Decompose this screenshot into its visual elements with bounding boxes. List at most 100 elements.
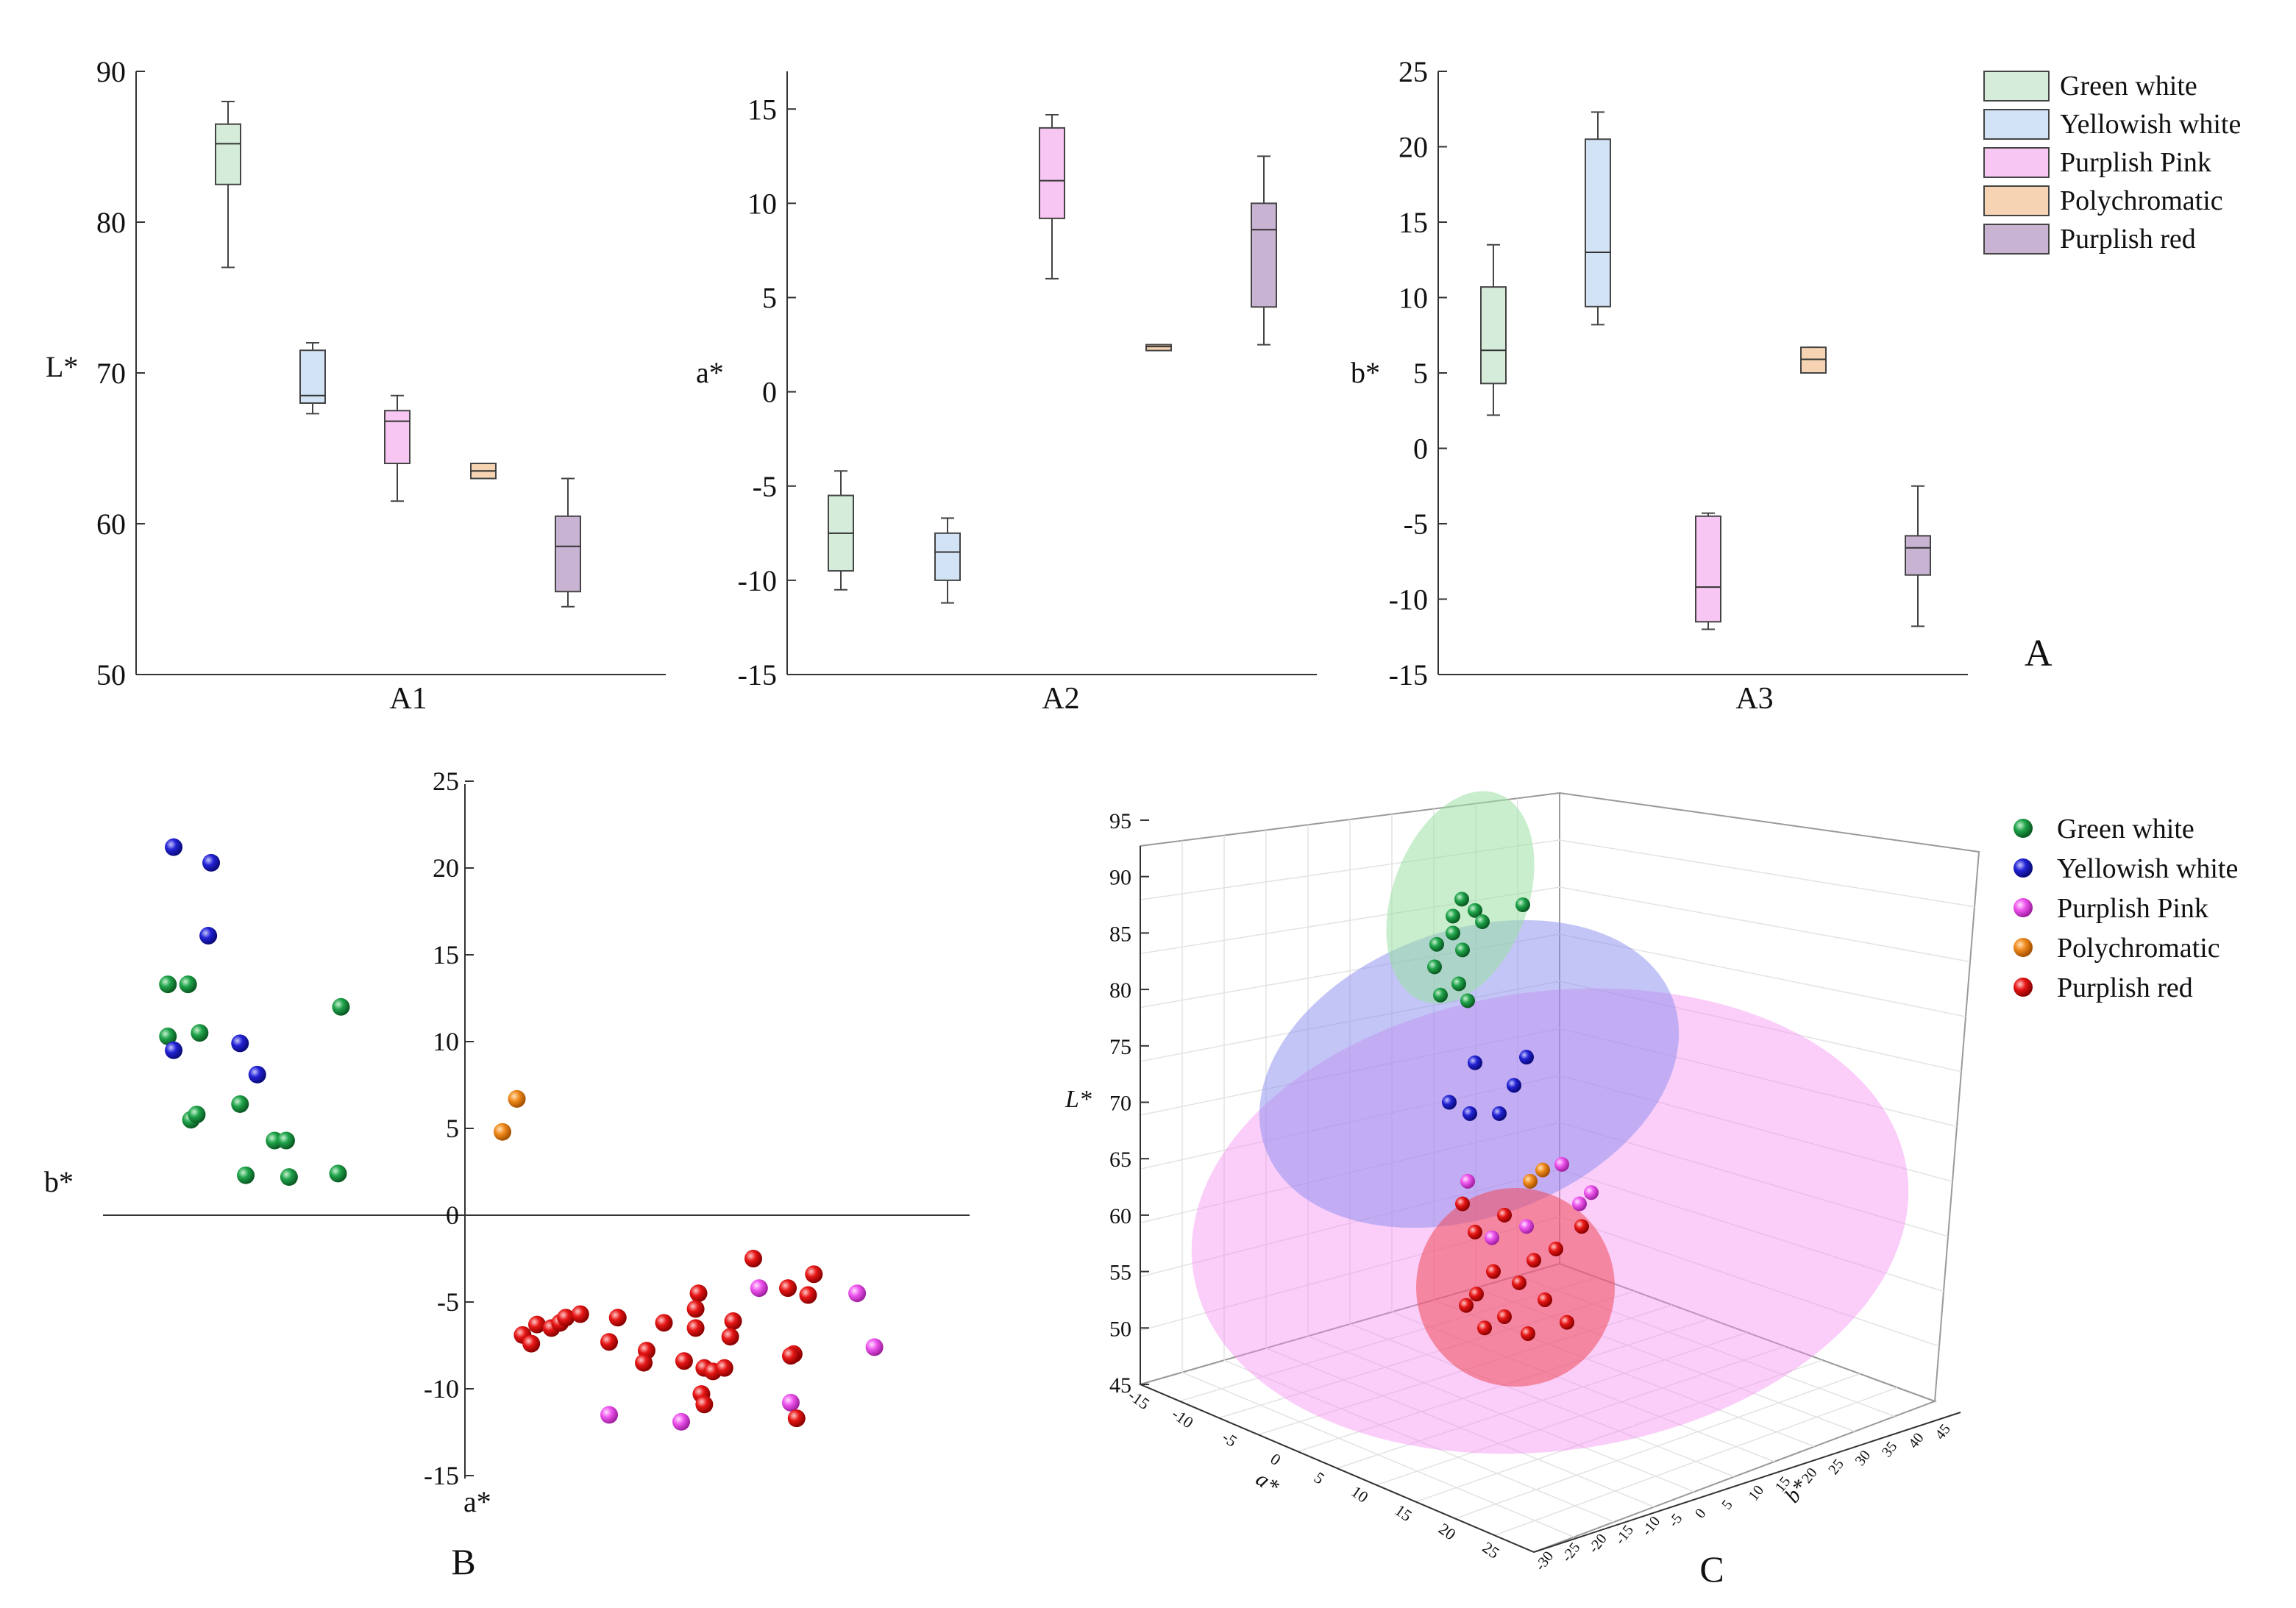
panel-a3: -15 -10 -5 0 5 10 15 20 25 b* A3 A Green white Ye… xyxy=(1351,55,2241,716)
y-tick-label: 50 xyxy=(96,658,126,691)
y-tick-label: 70 xyxy=(96,357,126,390)
z-tick-label: 50 xyxy=(1109,1317,1131,1341)
point xyxy=(715,1359,733,1377)
point xyxy=(672,1412,690,1431)
box-purplish-red xyxy=(555,477,581,608)
b-tick-label: 35 xyxy=(1879,1439,1901,1460)
box-body xyxy=(1251,202,1277,308)
box-yellowish-white xyxy=(934,517,961,604)
y-tick-label: 20 xyxy=(433,853,459,883)
point xyxy=(191,1024,209,1042)
z-tick-label: 95 xyxy=(1109,809,1131,833)
legend-swatch xyxy=(1983,185,2050,216)
point xyxy=(1507,1078,1521,1093)
point xyxy=(1454,892,1469,907)
legend-label: Green white xyxy=(2057,814,2194,844)
a-tick-label: 5 xyxy=(1311,1468,1328,1488)
legend-marker xyxy=(2014,978,2033,997)
z-tick-label: 80 xyxy=(1109,978,1131,1003)
point xyxy=(165,838,183,856)
legend-swatch xyxy=(1983,147,2050,178)
box-body xyxy=(1905,535,1931,576)
box-green-white xyxy=(828,470,854,591)
point xyxy=(528,1315,546,1334)
y-tick-label: 60 xyxy=(96,508,126,541)
box-purplish-pink xyxy=(1695,512,1721,630)
y-tick-label: 0 xyxy=(446,1200,459,1230)
box-purplish-red xyxy=(1251,155,1277,346)
legend-item-polychromatic: Polychromatic xyxy=(1983,185,2223,216)
b-xlabel: a* xyxy=(463,1485,491,1518)
box-body xyxy=(299,349,326,404)
point xyxy=(1468,1224,1482,1239)
point xyxy=(1460,993,1475,1008)
y-tick-label: 15 xyxy=(747,93,777,126)
panel-a2: -15 -10 -5 0 5 10 15 a* A2 xyxy=(696,71,1317,716)
b-tick-label: 45 xyxy=(1932,1421,1954,1442)
panel-a1: 50 60 70 80 90 L* A1 xyxy=(46,55,666,716)
point xyxy=(1459,1298,1474,1313)
y-tick-label: 10 xyxy=(747,187,777,220)
point xyxy=(744,1250,762,1267)
a2-ylabel: a* xyxy=(696,356,724,389)
legend-swatch xyxy=(1983,224,2050,255)
box-yellowish-white xyxy=(1585,111,1611,326)
b-tick-label: -5 xyxy=(1666,1510,1686,1530)
legend-item-polychromatic: Polychromatic xyxy=(2014,933,2220,964)
z-tick-label: 90 xyxy=(1109,866,1131,890)
point xyxy=(1572,1196,1587,1212)
point xyxy=(1519,1219,1534,1234)
box-body xyxy=(215,123,241,185)
point xyxy=(779,1279,797,1298)
y-tick-label: 10 xyxy=(1398,282,1428,315)
point xyxy=(1492,1106,1507,1121)
a-tick-label: 15 xyxy=(1392,1501,1415,1525)
point xyxy=(1468,903,1482,918)
point xyxy=(522,1334,541,1353)
y-tick-label: 10 xyxy=(433,1027,459,1056)
point xyxy=(188,1106,206,1124)
box-green-white xyxy=(215,101,241,268)
c-zlabel: L* xyxy=(1065,1086,1092,1113)
point xyxy=(695,1395,714,1414)
legend-item-purplish-pink: Purplish Pink xyxy=(1983,147,2211,178)
point xyxy=(1497,1207,1512,1223)
point xyxy=(1497,1309,1512,1324)
panel-label-a: A xyxy=(2025,633,2052,675)
point xyxy=(600,1406,618,1424)
box-body xyxy=(1585,138,1611,307)
z-tick-label: 45 xyxy=(1109,1373,1131,1398)
series-polychromatic xyxy=(1523,1162,1550,1189)
z-tick-label: 70 xyxy=(1109,1092,1131,1116)
a-tick-label: 0 xyxy=(1267,1449,1284,1469)
a2-y-ticks: -15 -10 -5 0 5 10 15 xyxy=(738,93,796,691)
point xyxy=(508,1089,526,1108)
legend-label: Yellowish white xyxy=(2060,109,2241,140)
point xyxy=(1468,1055,1482,1070)
point xyxy=(675,1352,693,1370)
point xyxy=(1455,942,1470,958)
legend-marker xyxy=(2014,898,2033,917)
point xyxy=(1560,1314,1574,1330)
z-tick-label: 75 xyxy=(1109,1035,1131,1059)
point xyxy=(280,1168,298,1187)
point xyxy=(1446,925,1460,941)
point xyxy=(1526,1253,1541,1268)
y-tick-label: 5 xyxy=(446,1114,459,1143)
legend-marker xyxy=(2014,858,2033,878)
point xyxy=(805,1265,823,1284)
b-ylabel: b* xyxy=(44,1165,74,1198)
point xyxy=(1549,1241,1563,1256)
b-tick-label: 5 xyxy=(1719,1497,1735,1512)
z-tick-label: 55 xyxy=(1109,1261,1131,1285)
point xyxy=(689,1284,708,1303)
y-tick-label: 5 xyxy=(762,282,777,315)
point xyxy=(608,1309,627,1327)
b-tick-label: 0 xyxy=(1692,1506,1709,1521)
legend-item-green-white: Green white xyxy=(1983,71,2197,102)
point xyxy=(655,1314,673,1332)
c-z-ticks: 45 50 55 60 65 70 75 80 85 90 95 xyxy=(1109,809,1149,1398)
legend-label: Polychromatic xyxy=(2057,933,2220,964)
point xyxy=(686,1319,705,1337)
